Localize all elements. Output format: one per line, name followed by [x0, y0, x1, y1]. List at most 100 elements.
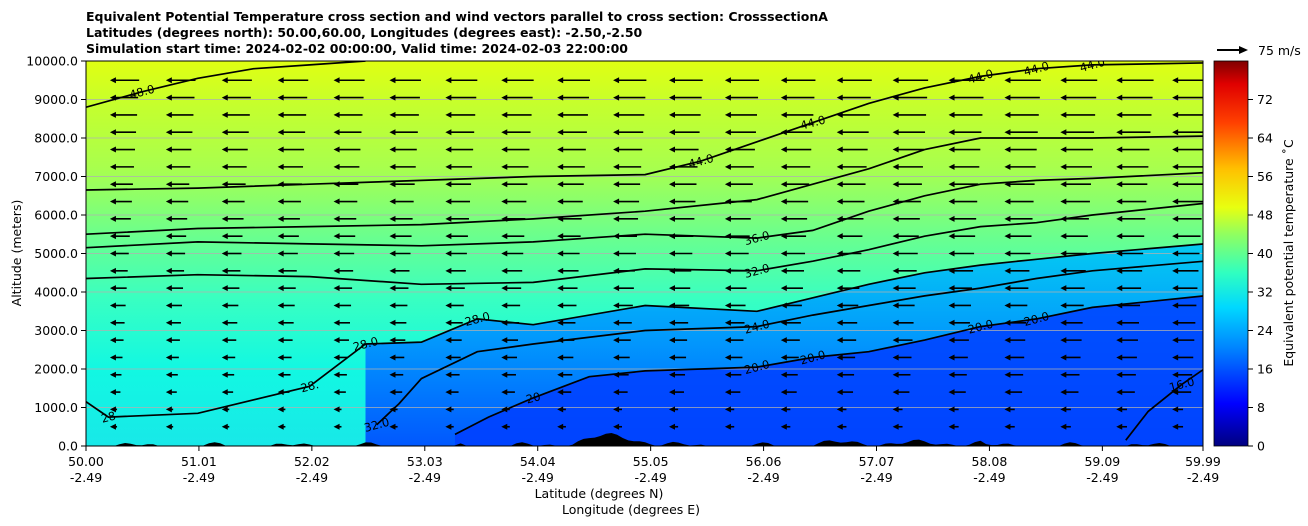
wind-arrowhead: [836, 285, 843, 292]
wind-arrowhead: [780, 406, 787, 413]
wind-arrowhead: [780, 267, 787, 274]
wind-arrowhead: [501, 94, 508, 101]
wind-arrowhead: [333, 319, 340, 326]
wind-arrowhead: [780, 163, 787, 170]
wind-arrowhead: [724, 389, 731, 396]
wind-arrowhead: [557, 337, 564, 344]
wind-arrowhead: [613, 337, 620, 344]
x-tick-label-lon: -2.49: [1187, 470, 1219, 485]
wind-arrowhead: [724, 198, 731, 205]
wind-arrowhead: [501, 233, 508, 240]
wind-arrowhead: [165, 337, 172, 344]
wind-arrowhead: [557, 94, 564, 101]
wind-arrowhead: [445, 181, 452, 188]
colorbar-tick-label: 8: [1257, 400, 1265, 415]
wind-arrowhead: [221, 267, 228, 274]
wind-arrowhead: [557, 302, 564, 309]
wind-arrowhead: [948, 250, 955, 257]
wind-arrowhead: [836, 371, 843, 378]
wind-arrowhead: [501, 129, 508, 136]
wind-arrowhead: [724, 129, 731, 136]
wind-arrowhead: [1004, 302, 1011, 309]
wind-arrowhead: [669, 198, 676, 205]
y-tick-label: 10000.0: [26, 54, 78, 69]
wind-arrowhead: [1172, 233, 1179, 240]
wind-arrowhead: [1060, 215, 1067, 222]
wind-arrowhead: [892, 250, 899, 257]
wind-arrowhead: [836, 389, 843, 396]
wind-arrowhead: [501, 285, 508, 292]
x-tick-label-lat: 53.03: [407, 454, 443, 469]
wind-arrowhead: [221, 285, 228, 292]
wind-arrowhead: [836, 267, 843, 274]
wind-arrowhead: [724, 267, 731, 274]
wind-arrowhead: [445, 319, 452, 326]
wind-arrowhead: [724, 215, 731, 222]
wind-arrowhead: [165, 354, 172, 361]
wind-arrowhead: [892, 371, 899, 378]
wind-arrowhead: [1004, 233, 1011, 240]
wind-arrowhead: [613, 302, 620, 309]
wind-arrowhead: [1004, 371, 1011, 378]
wind-arrowhead: [669, 267, 676, 274]
wind-arrowhead: [836, 354, 843, 361]
wind-arrowhead: [557, 111, 564, 118]
wind-arrowhead: [1060, 129, 1067, 136]
wind-arrowhead: [1116, 319, 1123, 326]
contour-label: 48.0: [128, 82, 156, 102]
wind-arrowhead: [1060, 163, 1067, 170]
wind-arrowhead: [445, 215, 452, 222]
x-tick-label-lat: 57.07: [859, 454, 895, 469]
wind-arrowhead: [948, 198, 955, 205]
title-line-3: Simulation start time: 2024-02-02 00:00:…: [86, 41, 628, 56]
wind-arrowhead: [1060, 250, 1067, 257]
wind-arrowhead: [501, 319, 508, 326]
wind-arrowhead: [613, 181, 620, 188]
wind-arrowhead: [1116, 146, 1123, 153]
wind-arrowhead: [221, 423, 228, 430]
wind-arrowhead: [333, 163, 340, 170]
wind-arrowhead: [389, 250, 396, 257]
wind-arrowhead: [109, 198, 116, 205]
x-tick-label-lat: 59.09: [1084, 454, 1120, 469]
wind-arrowhead: [613, 233, 620, 240]
wind-arrowhead: [892, 77, 899, 84]
wind-arrowhead: [501, 337, 508, 344]
wind-arrowhead: [501, 146, 508, 153]
wind-arrowhead: [221, 233, 228, 240]
wind-arrowhead: [333, 111, 340, 118]
title-line-1: Equivalent Potential Temperature cross s…: [86, 9, 828, 24]
wind-arrowhead: [501, 215, 508, 222]
wind-arrowhead: [1004, 423, 1011, 430]
wind-arrowhead: [277, 181, 284, 188]
wind-arrowhead: [333, 337, 340, 344]
wind-arrowhead: [948, 285, 955, 292]
contour-label: 20: [524, 389, 542, 406]
wind-arrowhead: [1060, 354, 1067, 361]
contour-label: 20.0: [799, 347, 827, 367]
wind-arrowhead: [1116, 181, 1123, 188]
wind-arrowhead: [165, 146, 172, 153]
wind-arrowhead: [1004, 285, 1011, 292]
wind-arrowhead: [724, 406, 731, 413]
y-tick-label: 9000.0: [34, 92, 78, 107]
wind-arrowhead: [389, 285, 396, 292]
wind-arrowhead: [165, 250, 172, 257]
x-tick-label-lon: -2.49: [522, 470, 554, 485]
wind-arrowhead: [109, 337, 116, 344]
wind-arrowhead: [1060, 371, 1067, 378]
wind-arrowhead: [613, 129, 620, 136]
wind-arrowhead: [780, 285, 787, 292]
wind-arrowhead: [669, 389, 676, 396]
wind-arrowhead: [557, 285, 564, 292]
wind-arrowhead: [892, 423, 899, 430]
wind-arrowhead: [165, 94, 172, 101]
wind-arrowhead: [109, 267, 116, 274]
wind-arrowhead: [724, 94, 731, 101]
wind-arrowhead: [501, 371, 508, 378]
wind-arrowhead: [1004, 146, 1011, 153]
wind-arrowhead: [333, 371, 340, 378]
wind-arrowhead: [333, 181, 340, 188]
contour-label: 28.: [299, 377, 320, 395]
wind-arrowhead: [948, 371, 955, 378]
